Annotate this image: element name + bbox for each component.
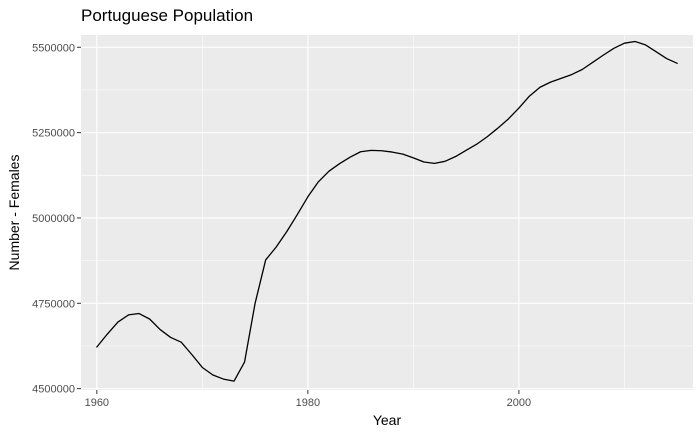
- y-tick-label-5: 5500000: [32, 42, 75, 54]
- y-axis-label: Number - Females: [6, 155, 22, 271]
- y-tick-label-4: 5250000: [32, 128, 75, 140]
- plot-panel: [81, 35, 693, 390]
- x-tick-label-3: 2000: [507, 397, 531, 409]
- tick-labels: 1960 1980 2000 4500000 4750000 5000000 5250000…: [32, 42, 531, 409]
- y-tick-label-3: 5000000: [32, 213, 75, 225]
- x-tick-label-1: 1960: [85, 397, 109, 409]
- grid-major: [81, 35, 693, 390]
- chart-title: Portuguese Population: [81, 6, 253, 25]
- y-tick-label-1: 4500000: [32, 384, 75, 396]
- x-tick-label-2: 1980: [296, 397, 320, 409]
- series-line: [96, 40, 678, 382]
- x-axis-label: Year: [373, 412, 402, 428]
- grid-minor: [81, 35, 693, 390]
- series-layer: [96, 40, 678, 382]
- y-tick-label-2: 4750000: [32, 298, 75, 310]
- axis-ticks: [77, 46, 520, 394]
